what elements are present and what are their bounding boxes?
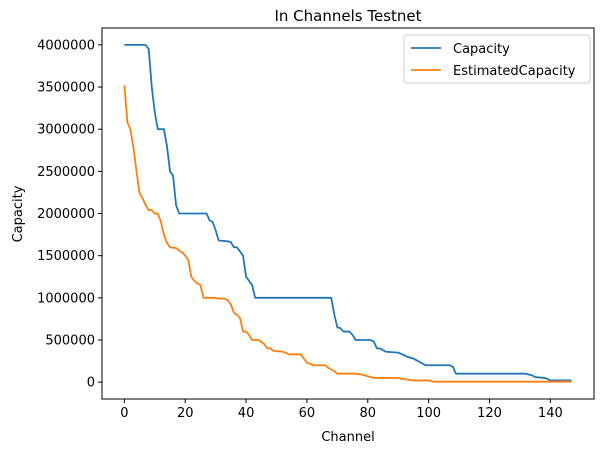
- y-tick-label: 3500000: [37, 81, 95, 96]
- legend-label-estimated-capacity: EstimatedCapacity: [453, 64, 576, 79]
- x-tick-label: 140: [538, 406, 563, 421]
- x-tick-label: 100: [416, 406, 441, 421]
- y-tick-label: 4000000: [37, 38, 95, 53]
- y-tick-label: 2000000: [37, 207, 95, 222]
- x-tick-label: 60: [299, 406, 316, 421]
- y-tick-label: 1000000: [37, 291, 95, 306]
- series-layer: [123, 43, 572, 383]
- y-tick-label: 500000: [45, 333, 95, 348]
- series-line-capacity: [124, 43, 572, 382]
- legend-box: [403, 34, 591, 84]
- y-tick-label: 0: [87, 376, 95, 391]
- x-tick-label: 20: [177, 406, 194, 421]
- y-tick-label: 1500000: [37, 249, 95, 264]
- x-tick-label: 0: [120, 406, 128, 421]
- legend-label-capacity: Capacity: [453, 42, 510, 57]
- ticks-layer: 0 20 40 60 80 100 120 140 0 500000 1000000 1500000 2…: [37, 38, 563, 421]
- x-tick-label: 40: [238, 406, 255, 421]
- x-axis-label: Channel: [321, 430, 374, 445]
- y-tick-label: 3000000: [37, 123, 95, 138]
- x-tick-label: 80: [360, 406, 377, 421]
- legend: Capacity EstimatedCapacity: [403, 34, 591, 84]
- plot-frame: [101, 27, 595, 400]
- x-tick-label: 120: [477, 406, 502, 421]
- series-line-estimatedcapacity: [123, 85, 572, 383]
- chart-title: In Channels Testnet: [274, 7, 421, 25]
- y-axis-label: Capacity: [11, 185, 26, 242]
- y-tick-label: 2500000: [37, 165, 95, 180]
